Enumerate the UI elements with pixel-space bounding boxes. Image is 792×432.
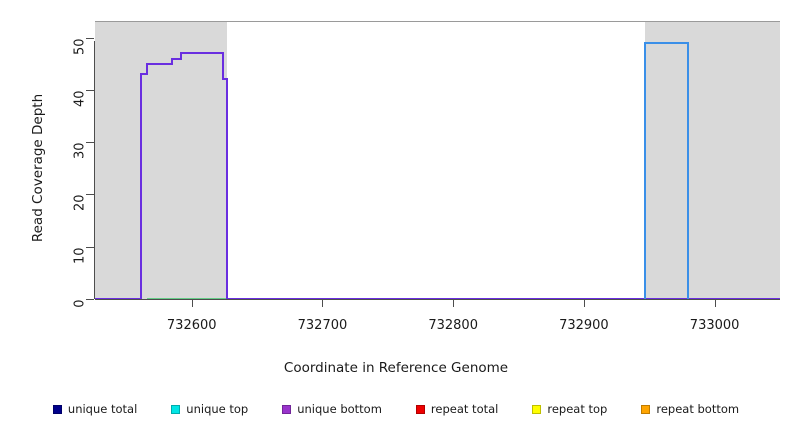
unique-bottom-segment bbox=[172, 57, 182, 60]
x-tick-mark bbox=[714, 299, 716, 307]
unique-bottom-segment bbox=[147, 62, 173, 65]
legend-swatch-icon bbox=[282, 404, 292, 414]
y-axis-title: Read Coverage Depth bbox=[30, 93, 46, 243]
right-peak-left-edge bbox=[644, 41, 647, 299]
y-tick-label: 0 bbox=[72, 299, 88, 308]
legend-item-unique-total: unique total bbox=[52, 402, 138, 416]
unique-bottom-riser bbox=[139, 73, 142, 299]
right-peak-top bbox=[645, 41, 689, 44]
shaded-region bbox=[645, 22, 780, 299]
y-tick-mark bbox=[86, 142, 94, 144]
legend-spacer bbox=[607, 409, 641, 410]
chart-legend: unique total unique top unique bottom repea… bbox=[0, 398, 792, 420]
x-tick-mark bbox=[191, 299, 193, 307]
legend-item-repeat-total: repeat total bbox=[415, 402, 499, 416]
unique-bottom-riser bbox=[171, 57, 174, 65]
unique-bottom-segment bbox=[95, 298, 141, 299]
legend-item-unique-bottom: unique bottom bbox=[282, 402, 382, 416]
y-tick-mark bbox=[86, 299, 94, 300]
right-peak-right-edge bbox=[687, 41, 690, 299]
unique-bottom-riser bbox=[222, 52, 225, 81]
y-tick-label: 10 bbox=[72, 247, 88, 264]
x-tick-mark bbox=[453, 299, 455, 307]
y-tick-mark bbox=[86, 194, 94, 196]
y-tick-mark bbox=[86, 246, 94, 248]
legend-label: unique total bbox=[67, 402, 138, 416]
legend-swatch-icon bbox=[532, 404, 542, 414]
unique-bottom-segment bbox=[181, 52, 224, 55]
shaded-region bbox=[95, 22, 228, 299]
unique-bottom-riser bbox=[226, 78, 229, 299]
y-tick-mark bbox=[86, 89, 94, 91]
legend-swatch-icon bbox=[641, 404, 651, 414]
x-tick-label: 732700 bbox=[297, 318, 348, 333]
legend-spacer bbox=[382, 409, 416, 410]
unique-bottom-segment bbox=[140, 73, 148, 76]
y-tick-label: 50 bbox=[72, 38, 88, 55]
y-axis-line bbox=[94, 41, 95, 299]
y-tick-label: 40 bbox=[72, 90, 88, 107]
x-tick-label: 732800 bbox=[428, 318, 478, 333]
legend-label: unique top bbox=[186, 402, 249, 416]
legend-item-unique-top: unique top bbox=[171, 402, 248, 416]
legend-swatch-icon bbox=[52, 404, 62, 414]
x-axis-line bbox=[95, 299, 780, 300]
unique-bottom-segment bbox=[227, 298, 780, 299]
x-tick-label: 732900 bbox=[559, 318, 609, 333]
unique-top-segment bbox=[147, 298, 228, 299]
legend-item-repeat-bottom: repeat bottom bbox=[641, 402, 739, 416]
x-tick-label: 733000 bbox=[689, 318, 740, 333]
legend-label: repeat top bbox=[547, 402, 608, 416]
y-tick-label: 30 bbox=[72, 142, 88, 160]
unique-bottom-riser bbox=[180, 52, 183, 60]
x-tick-mark bbox=[322, 299, 324, 307]
x-tick-mark bbox=[583, 299, 585, 307]
y-tick-mark bbox=[86, 37, 94, 39]
panel-top-border bbox=[95, 21, 780, 22]
legend-label: unique bottom bbox=[297, 402, 382, 416]
y-tick-label: 20 bbox=[72, 194, 88, 212]
legend-label: repeat bottom bbox=[656, 402, 740, 416]
unique-bottom-segment bbox=[223, 78, 228, 81]
legend-label: repeat total bbox=[430, 402, 499, 416]
x-axis-title: Coordinate in Reference Genome bbox=[283, 360, 509, 376]
legend-item-repeat-top: repeat top bbox=[532, 402, 607, 416]
x-tick-label: 732600 bbox=[166, 318, 217, 333]
legend-swatch-icon bbox=[171, 404, 181, 414]
unique-bottom-riser bbox=[146, 62, 149, 76]
plot-panel bbox=[95, 22, 780, 299]
legend-swatch-icon bbox=[415, 404, 425, 414]
legend-spacer bbox=[248, 409, 282, 410]
legend-spacer bbox=[137, 409, 171, 410]
legend-spacer bbox=[498, 409, 532, 410]
